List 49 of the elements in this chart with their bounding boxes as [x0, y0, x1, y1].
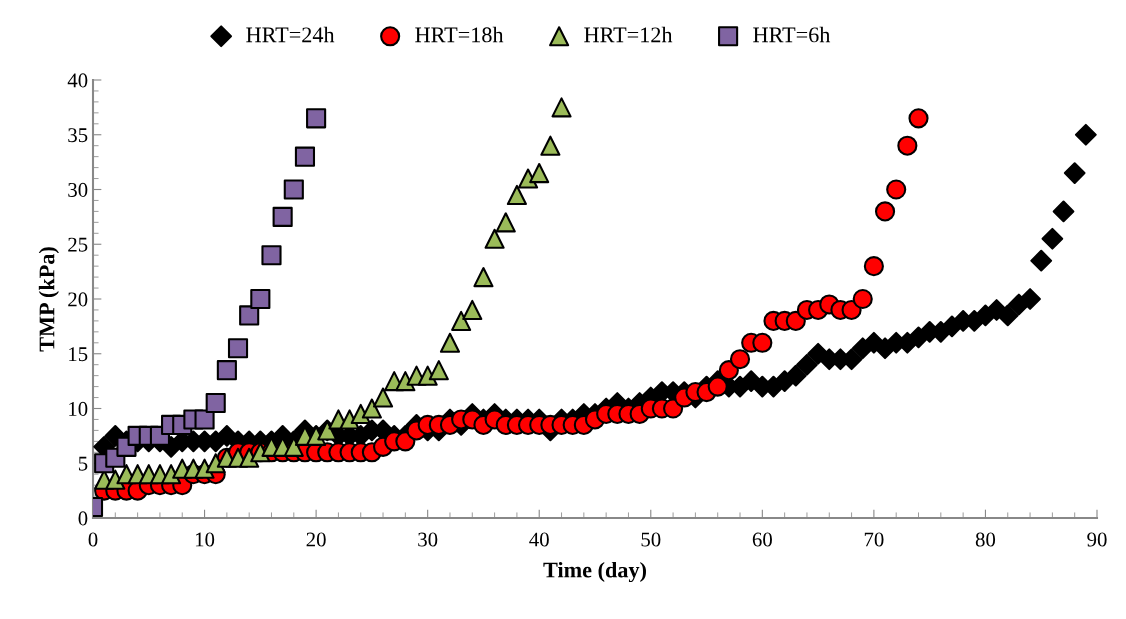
x-tick-label: 60 — [752, 532, 772, 547]
point — [540, 135, 561, 156]
legend-label: HRT=6h — [753, 26, 831, 43]
y-tick-label: 25 — [68, 237, 88, 252]
y-tick-label: 15 — [69, 347, 88, 362]
point — [216, 360, 237, 381]
point — [227, 338, 249, 359]
point — [250, 288, 271, 310]
point — [506, 184, 527, 206]
x-tick-label: 70 — [864, 532, 884, 547]
legend-label: HRT=12h — [584, 26, 673, 43]
x-tick-label: 10 — [195, 532, 215, 547]
point — [462, 299, 483, 321]
y-tick-label: 30 — [68, 182, 88, 197]
y-tick-label: 0 — [78, 511, 88, 526]
point — [473, 267, 494, 288]
point — [194, 409, 215, 430]
y-tick-label: 40 — [67, 73, 88, 88]
point — [306, 108, 327, 129]
x-tick-label: 50 — [641, 532, 661, 547]
y-tick-label: 10 — [69, 401, 88, 416]
x-tick-label: 0 — [88, 532, 98, 547]
point — [529, 163, 550, 184]
y-axis-title: TMP (kPa) — [38, 247, 59, 352]
point — [205, 392, 226, 414]
point — [372, 387, 394, 408]
point — [551, 97, 572, 118]
x-tick-label: 30 — [418, 532, 438, 547]
point — [261, 245, 282, 266]
y-tick-label: 5 — [78, 456, 88, 471]
point — [484, 228, 505, 249]
point — [294, 146, 316, 167]
y-tick-label: 35 — [68, 128, 88, 143]
legend-label: HRT=24h — [246, 26, 335, 43]
point — [239, 305, 260, 326]
x-tick-label: 20 — [306, 532, 326, 547]
legend-label: HRT=18h — [415, 26, 504, 43]
x-tick-label: 40 — [529, 532, 549, 547]
point — [495, 212, 516, 233]
point — [283, 179, 304, 200]
x-tick-label: 80 — [975, 532, 996, 547]
point — [272, 206, 293, 227]
point — [428, 360, 449, 381]
point — [439, 332, 461, 353]
y-tick-label: 20 — [68, 292, 88, 307]
x-tick-label: 90 — [1087, 532, 1107, 547]
point — [361, 398, 382, 419]
x-axis-title: Time (day) — [543, 561, 646, 583]
point — [451, 310, 472, 331]
